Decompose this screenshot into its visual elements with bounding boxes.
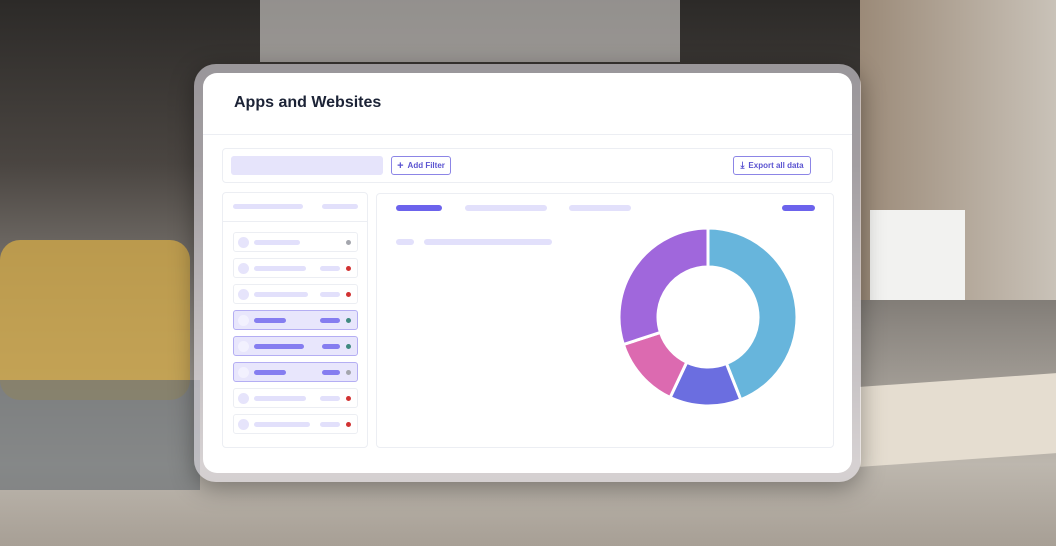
status-dot (346, 396, 351, 401)
list-item[interactable] (233, 336, 358, 356)
list-item[interactable] (233, 258, 358, 278)
avatar (238, 315, 249, 326)
avatar (238, 237, 249, 248)
list-item[interactable] (233, 414, 358, 434)
status-dot (346, 318, 351, 323)
plus-icon: + (397, 159, 404, 172)
apps-websites-card: Apps and Websites + Add Filter ⤓ Export … (203, 73, 852, 473)
avatar (238, 289, 249, 300)
export-all-data-button[interactable]: ⤓ Export all data (733, 156, 811, 175)
add-filter-button[interactable]: + Add Filter (391, 156, 451, 175)
list-item[interactable] (233, 362, 358, 382)
chart-panel (376, 193, 834, 448)
toolbar: + Add Filter ⤓ Export all data (222, 148, 833, 183)
tab-active[interactable] (396, 205, 442, 211)
status-dot (346, 266, 351, 271)
tab[interactable] (465, 205, 547, 211)
list-item[interactable] (233, 284, 358, 304)
donut-chart (617, 226, 799, 408)
avatar (238, 419, 249, 430)
donut-segment (617, 226, 710, 347)
status-dot (346, 370, 351, 375)
avatar (238, 367, 249, 378)
donut-segment (706, 226, 799, 402)
list-item[interactable] (233, 232, 358, 252)
avatar (238, 341, 249, 352)
status-dot (346, 292, 351, 297)
list-item[interactable] (233, 310, 358, 330)
avatar (238, 263, 249, 274)
export-label: Export all data (748, 161, 804, 170)
status-dot (346, 422, 351, 427)
list-panel (222, 192, 368, 448)
search-input[interactable] (231, 156, 383, 175)
add-filter-label: Add Filter (407, 161, 445, 170)
page-title: Apps and Websites (234, 94, 382, 111)
download-icon: ⤓ (740, 160, 745, 170)
tab[interactable] (569, 205, 631, 211)
divider (203, 134, 852, 135)
avatar (238, 393, 249, 404)
action-pill[interactable] (782, 205, 815, 211)
list-item[interactable] (233, 388, 358, 408)
status-dot (346, 344, 351, 349)
status-dot (346, 240, 351, 245)
